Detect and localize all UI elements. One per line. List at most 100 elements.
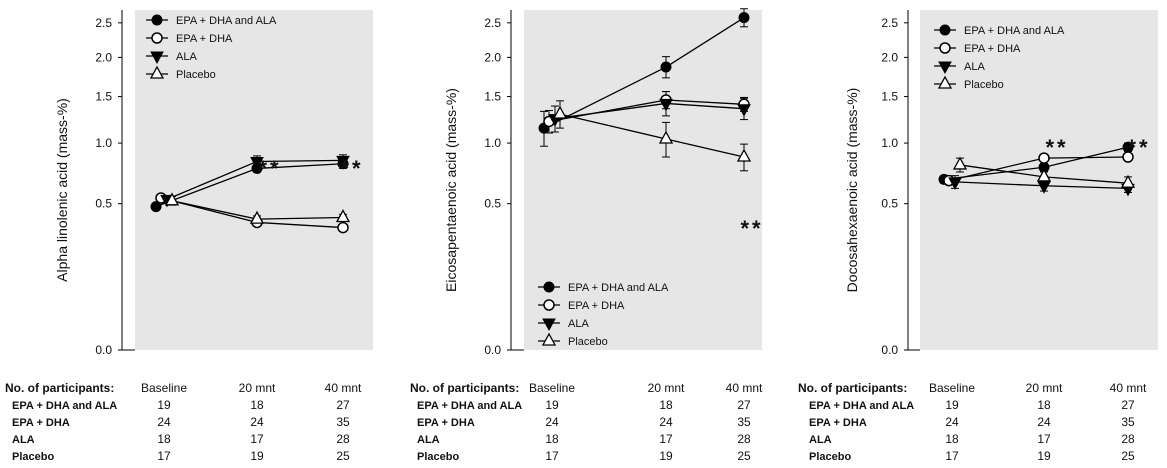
data-point [1038, 152, 1050, 164]
legend-label: EPA + DHA and ALA [964, 25, 1065, 37]
y-tick-label: 1.5 [484, 90, 501, 104]
legend-marker [150, 51, 164, 65]
y-tick-label: 0.0 [484, 343, 501, 357]
legend-label: ALA [964, 61, 985, 73]
table-column-header: 40 mnt [1110, 381, 1147, 395]
table-cell: 17 [659, 432, 673, 446]
legend-marker [541, 332, 557, 346]
table-group-label: EPA + DHA [12, 417, 70, 429]
significance-mark: ** [258, 156, 281, 181]
table-group-label: Placebo [417, 451, 459, 463]
y-tick-label: 1.0 [95, 136, 112, 150]
y-tick-label: 0.0 [95, 343, 112, 357]
y-tick-label: 2.5 [95, 16, 112, 30]
legend-marker [151, 32, 163, 44]
legend-marker [543, 281, 555, 293]
y-tick-label: 0.5 [881, 197, 898, 211]
table-cell: 35 [336, 415, 350, 429]
table-cell: 24 [659, 415, 673, 429]
table-column-header: 40 mnt [726, 381, 763, 395]
table-cell: 18 [659, 398, 673, 412]
y-tick-label: 0.5 [484, 197, 501, 211]
chart-panel-3: 0.0 0.5 1.0 1.5 2.0 2.5 Docosahexaenoic acid (… [798, 10, 1158, 463]
table-group-label: ALA [809, 434, 832, 446]
table-cell: 19 [250, 449, 264, 463]
y-tick-label: 1.0 [881, 136, 898, 150]
legend-label: Placebo [176, 69, 216, 81]
significance-mark: ** [340, 156, 363, 181]
table-cell: 24 [250, 415, 264, 429]
participants-table: No. of participants: Baseline 20 mnt 40 mnt… [798, 381, 1147, 463]
y-tick-label: 2.5 [881, 16, 898, 30]
legend-marker [151, 14, 163, 26]
legend: EPA + DHA and ALA EPA + DHA ALA Placebo [146, 14, 277, 81]
table-cell: 17 [1037, 432, 1051, 446]
legend-marker [149, 65, 165, 79]
table-group-label: ALA [12, 434, 35, 446]
legend-marker [939, 42, 951, 54]
legend: EPA + DHA and ALA EPA + DHA ALA Placebo [934, 24, 1065, 91]
chart-panel-2: 0.0 0.5 1.0 1.5 2.0 2.5 Eicosapentaenoic acid … [410, 8, 763, 463]
chart-panel-1: 0.0 0.5 1.0 1.5 2.0 2.5 Alpha linolenic acid (… [5, 10, 373, 463]
legend-marker [939, 24, 951, 36]
data-point [658, 130, 674, 144]
legend-label: EPA + DHA [964, 43, 1021, 55]
significance-mark: ** [740, 216, 763, 241]
data-point [1122, 151, 1134, 163]
table-cell: 27 [336, 398, 350, 412]
table-cell: 28 [737, 432, 751, 446]
data-point [249, 210, 265, 224]
y-tick-label: 2.0 [881, 50, 898, 64]
y-axis-label: Alpha linolenic acid (mass-%) [54, 98, 70, 282]
table-cell: 19 [157, 398, 171, 412]
data-point [1037, 181, 1051, 194]
y-tick-label: 2.5 [484, 16, 501, 30]
table-group-label: EPA + DHA [417, 417, 475, 429]
table-group-label: EPA + DHA and ALA [809, 400, 914, 412]
legend-marker [937, 75, 953, 89]
data-point [1036, 168, 1052, 182]
table-title: No. of participants: [798, 381, 907, 395]
table-cell: 19 [945, 398, 959, 412]
table-column-header: Baseline [141, 381, 187, 395]
table-cell: 17 [157, 449, 171, 463]
table-cell: 28 [1121, 432, 1135, 446]
data-point [164, 192, 180, 206]
table-cell: 25 [737, 449, 751, 463]
legend-marker [542, 318, 556, 332]
table-group-label: EPA + DHA [809, 417, 867, 429]
table-cell: 17 [945, 449, 959, 463]
data-point [952, 156, 968, 170]
y-tick-label: 1.0 [484, 136, 501, 150]
data-point [250, 156, 264, 170]
legend-label: Placebo [568, 336, 608, 348]
table-cell: 27 [737, 398, 751, 412]
table-title: No. of participants: [5, 381, 114, 395]
y-tick-label: 1.5 [95, 90, 112, 104]
participants-table: No. of participants: Baseline 20 mnt 40 mnt… [5, 381, 362, 463]
table-cell: 35 [737, 415, 751, 429]
table-cell: 17 [250, 432, 264, 446]
table-cell: 19 [1037, 449, 1051, 463]
table-cell: 17 [545, 449, 559, 463]
data-point [1120, 174, 1136, 188]
plot-area [135, 10, 373, 350]
legend: EPA + DHA and ALA EPA + DHA ALA Placebo [538, 281, 669, 348]
table-cell: 18 [545, 432, 559, 446]
data-point [150, 201, 162, 213]
table-cell: 18 [157, 432, 171, 446]
table-column-header: 20 mnt [239, 381, 276, 395]
legend-marker [938, 61, 952, 75]
data-point [336, 155, 350, 169]
table-cell: 27 [1121, 398, 1135, 412]
table-cell: 24 [545, 415, 559, 429]
table-column-header: 40 mnt [325, 381, 362, 395]
table-column-header: 20 mnt [1026, 381, 1063, 395]
plot-area [524, 10, 762, 350]
table-cell: 19 [659, 449, 673, 463]
table-group-label: Placebo [12, 451, 54, 463]
table-column-header: Baseline [929, 381, 975, 395]
legend-label: Placebo [964, 79, 1004, 91]
data-point [948, 177, 962, 190]
